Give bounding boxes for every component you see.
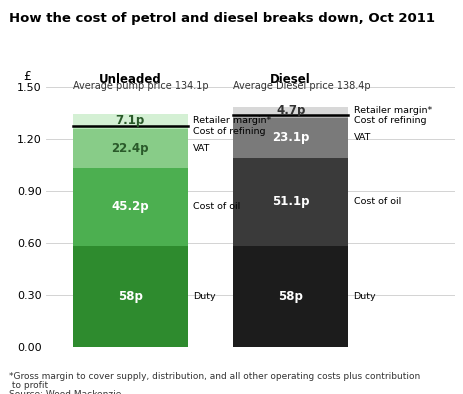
Text: 51.1p: 51.1p	[271, 195, 309, 208]
Bar	[233, 158, 347, 246]
Text: How the cost of petrol and diesel breaks down, Oct 2011: How the cost of petrol and diesel breaks…	[9, 12, 434, 25]
Text: 7.1p: 7.1p	[115, 114, 144, 127]
Bar	[73, 168, 187, 246]
Bar	[233, 117, 347, 158]
Text: Retailer margin*: Retailer margin*	[353, 106, 431, 115]
Text: Diesel: Diesel	[269, 73, 310, 86]
Text: 45.2p: 45.2p	[111, 201, 149, 214]
Text: *Gross margin to cover supply, distribution, and all other operating costs plus : *Gross margin to cover supply, distribut…	[9, 372, 419, 381]
Text: 22.4p: 22.4p	[112, 142, 149, 155]
Text: VAT: VAT	[193, 144, 210, 153]
Text: Cost of oil: Cost of oil	[193, 203, 240, 212]
Text: Cost of oil: Cost of oil	[353, 197, 400, 206]
Text: Duty: Duty	[193, 292, 215, 301]
Text: VAT: VAT	[353, 133, 370, 142]
Text: 58p: 58p	[278, 290, 302, 303]
Bar	[73, 126, 187, 129]
Bar	[73, 129, 187, 168]
Bar	[233, 107, 347, 115]
Bar	[73, 114, 187, 126]
Text: £: £	[24, 70, 31, 83]
Bar	[233, 115, 347, 117]
Text: 58p: 58p	[118, 290, 143, 303]
Text: Average Diesel price 138.4p: Average Diesel price 138.4p	[233, 81, 370, 91]
Bar	[233, 246, 347, 347]
Text: Cost of refining: Cost of refining	[353, 116, 425, 125]
Bar	[73, 246, 187, 347]
Text: Average pump price 134.1p: Average pump price 134.1p	[73, 81, 208, 91]
Text: 4.7p: 4.7p	[275, 104, 305, 117]
Text: Cost of refining: Cost of refining	[193, 127, 265, 136]
Text: to profit: to profit	[9, 381, 48, 390]
Text: Unleaded: Unleaded	[99, 73, 162, 86]
Text: Duty: Duty	[353, 292, 375, 301]
Text: Retailer margin*: Retailer margin*	[193, 116, 271, 125]
Text: 23.1p: 23.1p	[271, 131, 309, 144]
Text: Source: Wood Mackenzie: Source: Wood Mackenzie	[9, 390, 121, 394]
